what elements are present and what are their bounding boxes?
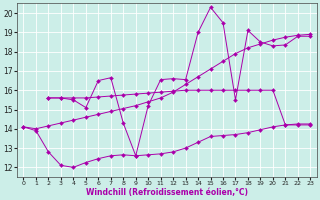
X-axis label: Windchill (Refroidissement éolien,°C): Windchill (Refroidissement éolien,°C) xyxy=(86,188,248,197)
